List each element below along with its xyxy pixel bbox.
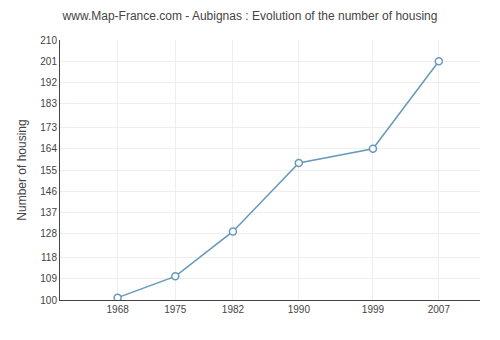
svg-text:www.Map-France.com - Aubignas: www.Map-France.com - Aubignas : Evolutio… xyxy=(62,9,438,23)
svg-text:155: 155 xyxy=(40,165,57,176)
svg-text:2007: 2007 xyxy=(428,304,451,315)
svg-text:1982: 1982 xyxy=(222,304,245,315)
svg-text:183: 183 xyxy=(40,98,57,109)
svg-text:1990: 1990 xyxy=(288,304,311,315)
svg-text:201: 201 xyxy=(40,56,57,67)
svg-text:146: 146 xyxy=(40,186,57,197)
svg-text:118: 118 xyxy=(41,252,57,263)
svg-text:1999: 1999 xyxy=(362,304,385,315)
svg-text:Number of housing: Number of housing xyxy=(15,119,29,220)
svg-text:1975: 1975 xyxy=(164,304,187,315)
svg-text:210: 210 xyxy=(40,35,57,46)
svg-text:109: 109 xyxy=(40,273,57,284)
svg-text:1968: 1968 xyxy=(107,304,130,315)
svg-text:164: 164 xyxy=(40,143,57,154)
svg-text:192: 192 xyxy=(40,77,57,88)
svg-text:137: 137 xyxy=(40,207,57,218)
svg-text:100: 100 xyxy=(40,295,57,306)
svg-text:128: 128 xyxy=(40,228,57,239)
svg-text:173: 173 xyxy=(40,122,57,133)
